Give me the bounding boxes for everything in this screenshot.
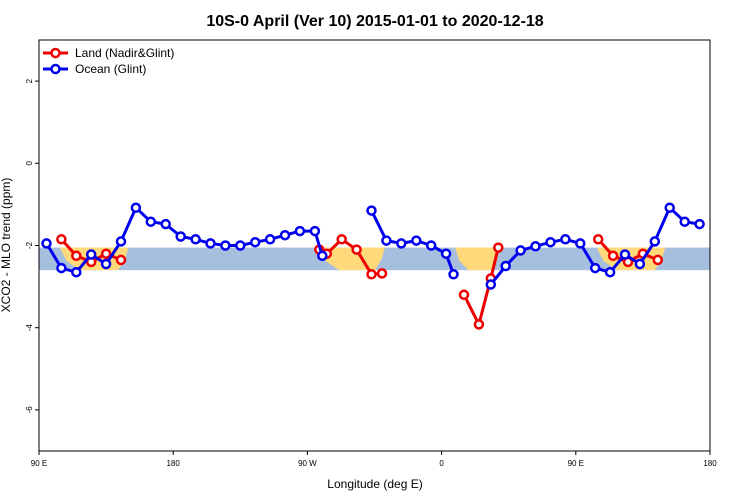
- data-point: [190, 234, 201, 245]
- x-tick-label: 0: [439, 459, 444, 468]
- chart-title: 10S-0 April (Ver 10) 2015-01-01 to 2020-…: [206, 13, 543, 30]
- data-point: [351, 244, 362, 255]
- data-point: [694, 218, 705, 230]
- data-point: [649, 236, 661, 247]
- y-tick-label: -4: [25, 324, 34, 332]
- series-land: [56, 234, 664, 330]
- x-axis: 90 E 180 90 W 0 90 E 180: [31, 451, 717, 468]
- data-point: [634, 258, 646, 270]
- data-point: [71, 266, 82, 278]
- data-point: [115, 254, 127, 266]
- y-tick-label: -6: [25, 406, 34, 414]
- x-axis-label: Longitude (deg E): [327, 477, 422, 491]
- y-tick-label: 0: [25, 161, 34, 166]
- x-tick-label: 90 E: [568, 459, 584, 468]
- data-point: [85, 249, 97, 260]
- data-point: [175, 231, 186, 242]
- data-point: [100, 258, 112, 270]
- data-point: [336, 234, 347, 245]
- x-tick-label: 90 W: [298, 459, 317, 468]
- data-point: [279, 229, 291, 241]
- data-point: [235, 240, 246, 251]
- x-tick-label: 180: [703, 459, 717, 468]
- legend-marker: [50, 47, 61, 59]
- data-point: [530, 241, 541, 252]
- data-point: [545, 236, 556, 248]
- data-point: [309, 225, 321, 237]
- data-point: [679, 216, 690, 227]
- data-point: [652, 254, 664, 266]
- data-point: [664, 202, 675, 213]
- data-point: [41, 238, 52, 249]
- data-point: [294, 225, 306, 237]
- y-axis: 2 0 -2 -4 -6: [25, 78, 39, 413]
- data-point: [425, 240, 437, 251]
- data-point: [205, 238, 216, 249]
- data-point: [264, 234, 276, 245]
- legend-label: Ocean (Glint): [75, 62, 146, 76]
- data-point: [115, 236, 127, 247]
- data-point: [473, 319, 485, 330]
- land-region: [319, 247, 385, 271]
- y-tick-label: -2: [25, 241, 34, 249]
- data-point: [376, 268, 388, 279]
- data-point: [100, 248, 112, 259]
- data-point: [440, 248, 452, 259]
- y-tick-label: 2: [25, 78, 34, 83]
- series-line: [462, 247, 500, 326]
- legend: Land (Nadir&Glint) Ocean (Glint): [43, 46, 174, 76]
- data-point: [607, 250, 619, 262]
- data-point: [71, 250, 82, 262]
- data-point: [220, 240, 231, 251]
- series-ocean: [41, 202, 705, 290]
- plot-frame: [38, 39, 711, 452]
- data-point: [56, 262, 67, 274]
- data-point: [160, 218, 171, 230]
- data-point: [366, 269, 377, 280]
- data-point: [145, 216, 157, 227]
- x-tick-label: 90 E: [31, 459, 47, 468]
- data-point: [560, 234, 571, 245]
- data-point: [485, 279, 497, 290]
- data-point: [396, 238, 407, 249]
- data-point: [592, 234, 604, 245]
- data-point: [515, 245, 526, 256]
- data-point: [317, 250, 328, 262]
- data-point: [619, 249, 631, 260]
- data-point: [589, 262, 601, 274]
- data-point: [411, 235, 422, 246]
- data-point: [500, 260, 511, 272]
- legend-item: Land (Nadir&Glint): [43, 46, 174, 60]
- legend-label: Land (Nadir&Glint): [75, 46, 174, 60]
- data-point: [56, 234, 67, 245]
- data-point: [249, 236, 261, 248]
- data-point: [575, 238, 586, 249]
- data-point: [381, 235, 392, 246]
- legend-item: Ocean (Glint): [43, 62, 146, 76]
- series-group: [41, 202, 705, 330]
- y-axis-label: XCO2 - MLO trend (ppm): [0, 178, 13, 313]
- land-region: [455, 247, 500, 271]
- data-point: [493, 242, 504, 253]
- data-point: [366, 205, 377, 216]
- x-tick-label: 180: [167, 459, 181, 468]
- data-point: [448, 269, 459, 280]
- data-point: [604, 266, 616, 278]
- data-point: [458, 289, 470, 301]
- legend-marker: [50, 63, 61, 75]
- data-point: [130, 202, 142, 213]
